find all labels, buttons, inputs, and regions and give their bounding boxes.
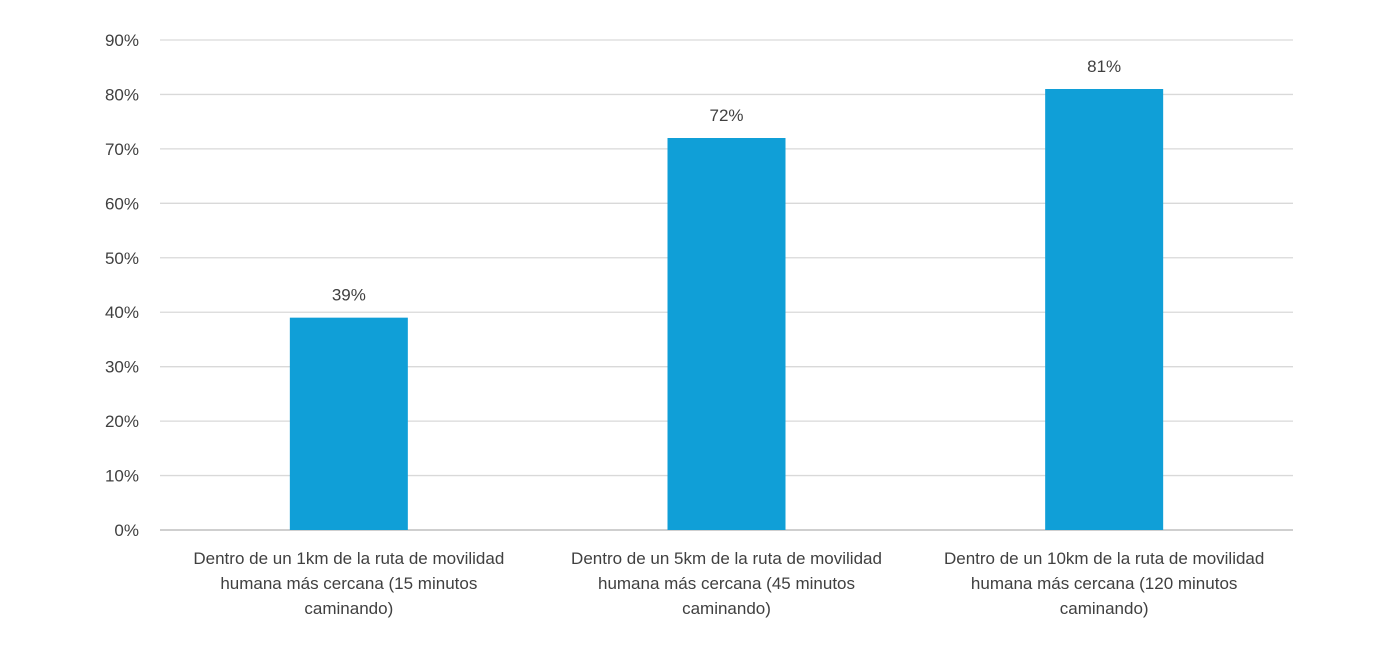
y-tick-label: 90% bbox=[105, 31, 139, 50]
x-category-label-line: Dentro de un 1km de la ruta de movilidad bbox=[193, 549, 504, 568]
data-label: 81% bbox=[1087, 57, 1121, 76]
data-label: 39% bbox=[332, 286, 366, 305]
x-axis-category-labels: Dentro de un 1km de la ruta de movilidad… bbox=[193, 549, 1264, 618]
y-tick-label: 20% bbox=[105, 412, 139, 431]
y-tick-label: 80% bbox=[105, 85, 139, 104]
x-category-label-line: humana más cercana (120 minutos bbox=[971, 574, 1237, 593]
y-tick-label: 70% bbox=[105, 140, 139, 159]
x-category-label: Dentro de un 1km de la ruta de movilidad… bbox=[193, 549, 504, 618]
y-axis-tick-labels: 0% 10% 20% 30% 40% 50% 60% 70% 80% 90% bbox=[105, 31, 139, 540]
x-category-label-line: Dentro de un 10km de la ruta de movilida… bbox=[944, 549, 1264, 568]
x-category-label-line: caminando) bbox=[304, 599, 393, 618]
data-label: 72% bbox=[709, 106, 743, 125]
x-category-label-line: caminando) bbox=[1060, 599, 1149, 618]
bar bbox=[667, 138, 786, 530]
x-category-label-line: Dentro de un 5km de la ruta de movilidad bbox=[571, 549, 882, 568]
x-category-label-line: humana más cercana (15 minutos bbox=[220, 574, 477, 593]
bar bbox=[289, 317, 408, 530]
y-tick-label: 0% bbox=[114, 521, 139, 540]
y-tick-label: 40% bbox=[105, 303, 139, 322]
y-tick-label: 10% bbox=[105, 467, 139, 486]
y-tick-label: 50% bbox=[105, 249, 139, 268]
x-category-label-line: humana más cercana (45 minutos bbox=[598, 574, 855, 593]
x-category-label: Dentro de un 10km de la ruta de movilida… bbox=[944, 549, 1264, 618]
x-category-label-line: caminando) bbox=[682, 599, 771, 618]
x-category-label: Dentro de un 5km de la ruta de movilidad… bbox=[571, 549, 882, 618]
bar bbox=[1045, 89, 1164, 530]
y-tick-label: 30% bbox=[105, 358, 139, 377]
data-labels: 39% 72% 81% bbox=[332, 57, 1121, 305]
y-tick-label: 60% bbox=[105, 194, 139, 213]
bars bbox=[289, 89, 1164, 530]
